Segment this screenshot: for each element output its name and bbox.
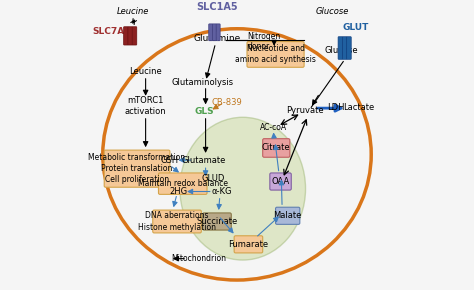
Text: GLUD: GLUD [201, 174, 224, 183]
Text: Leucine: Leucine [129, 67, 162, 76]
Text: 2HG: 2HG [169, 187, 188, 196]
Text: Glutaminolysis: Glutaminolysis [172, 79, 234, 88]
Text: Malate: Malate [273, 211, 302, 220]
FancyBboxPatch shape [234, 236, 263, 253]
FancyBboxPatch shape [104, 150, 170, 187]
Text: Metabolic transformation
Protein translation
Cell proliferation: Metabolic transformation Protein transla… [89, 153, 186, 184]
FancyBboxPatch shape [124, 27, 128, 45]
Text: Maintain redox balance: Maintain redox balance [138, 179, 228, 188]
Ellipse shape [180, 117, 306, 260]
Text: Citrate: Citrate [262, 144, 291, 153]
Text: CB-839: CB-839 [211, 99, 242, 108]
Text: DNA aberrations
Histone methylation: DNA aberrations Histone methylation [138, 211, 216, 231]
Text: SLC7A5: SLC7A5 [92, 27, 131, 36]
Text: Glucose: Glucose [324, 46, 358, 55]
Text: GLS: GLS [194, 107, 214, 116]
Text: SLC1A5: SLC1A5 [196, 2, 238, 12]
FancyBboxPatch shape [338, 37, 343, 59]
Text: Nitrogen
donor: Nitrogen donor [247, 32, 281, 51]
FancyBboxPatch shape [212, 24, 217, 41]
Text: Leucine: Leucine [117, 7, 149, 16]
FancyBboxPatch shape [342, 37, 347, 59]
FancyBboxPatch shape [263, 139, 290, 157]
FancyBboxPatch shape [158, 173, 207, 194]
Text: GLUT: GLUT [342, 23, 369, 32]
FancyBboxPatch shape [216, 24, 220, 41]
Text: OAA: OAA [272, 177, 290, 186]
FancyBboxPatch shape [275, 207, 300, 224]
Text: LDH: LDH [327, 103, 344, 112]
Text: Nucleotide and
amino acid synthesis: Nucleotide and amino acid synthesis [235, 44, 316, 64]
FancyBboxPatch shape [128, 27, 132, 45]
Text: α-KG: α-KG [211, 187, 231, 196]
Text: AC-coA: AC-coA [260, 123, 287, 132]
FancyBboxPatch shape [203, 213, 231, 230]
Text: Glutamine: Glutamine [193, 34, 241, 43]
Text: Succinate: Succinate [196, 217, 237, 226]
FancyBboxPatch shape [270, 173, 291, 190]
FancyBboxPatch shape [153, 210, 201, 233]
Text: GSH: GSH [161, 156, 179, 165]
FancyBboxPatch shape [209, 24, 213, 41]
Text: Glutamate: Glutamate [182, 156, 227, 165]
Text: Glucose: Glucose [316, 7, 349, 16]
Text: mTORC1
activation: mTORC1 activation [125, 96, 166, 115]
Text: Mitochondrion: Mitochondrion [171, 254, 226, 263]
Text: Lactate: Lactate [343, 103, 374, 112]
FancyBboxPatch shape [247, 41, 304, 67]
FancyBboxPatch shape [132, 27, 137, 45]
FancyBboxPatch shape [346, 37, 351, 59]
Text: Pyruvate: Pyruvate [286, 106, 324, 115]
Text: Fumarate: Fumarate [228, 240, 268, 249]
